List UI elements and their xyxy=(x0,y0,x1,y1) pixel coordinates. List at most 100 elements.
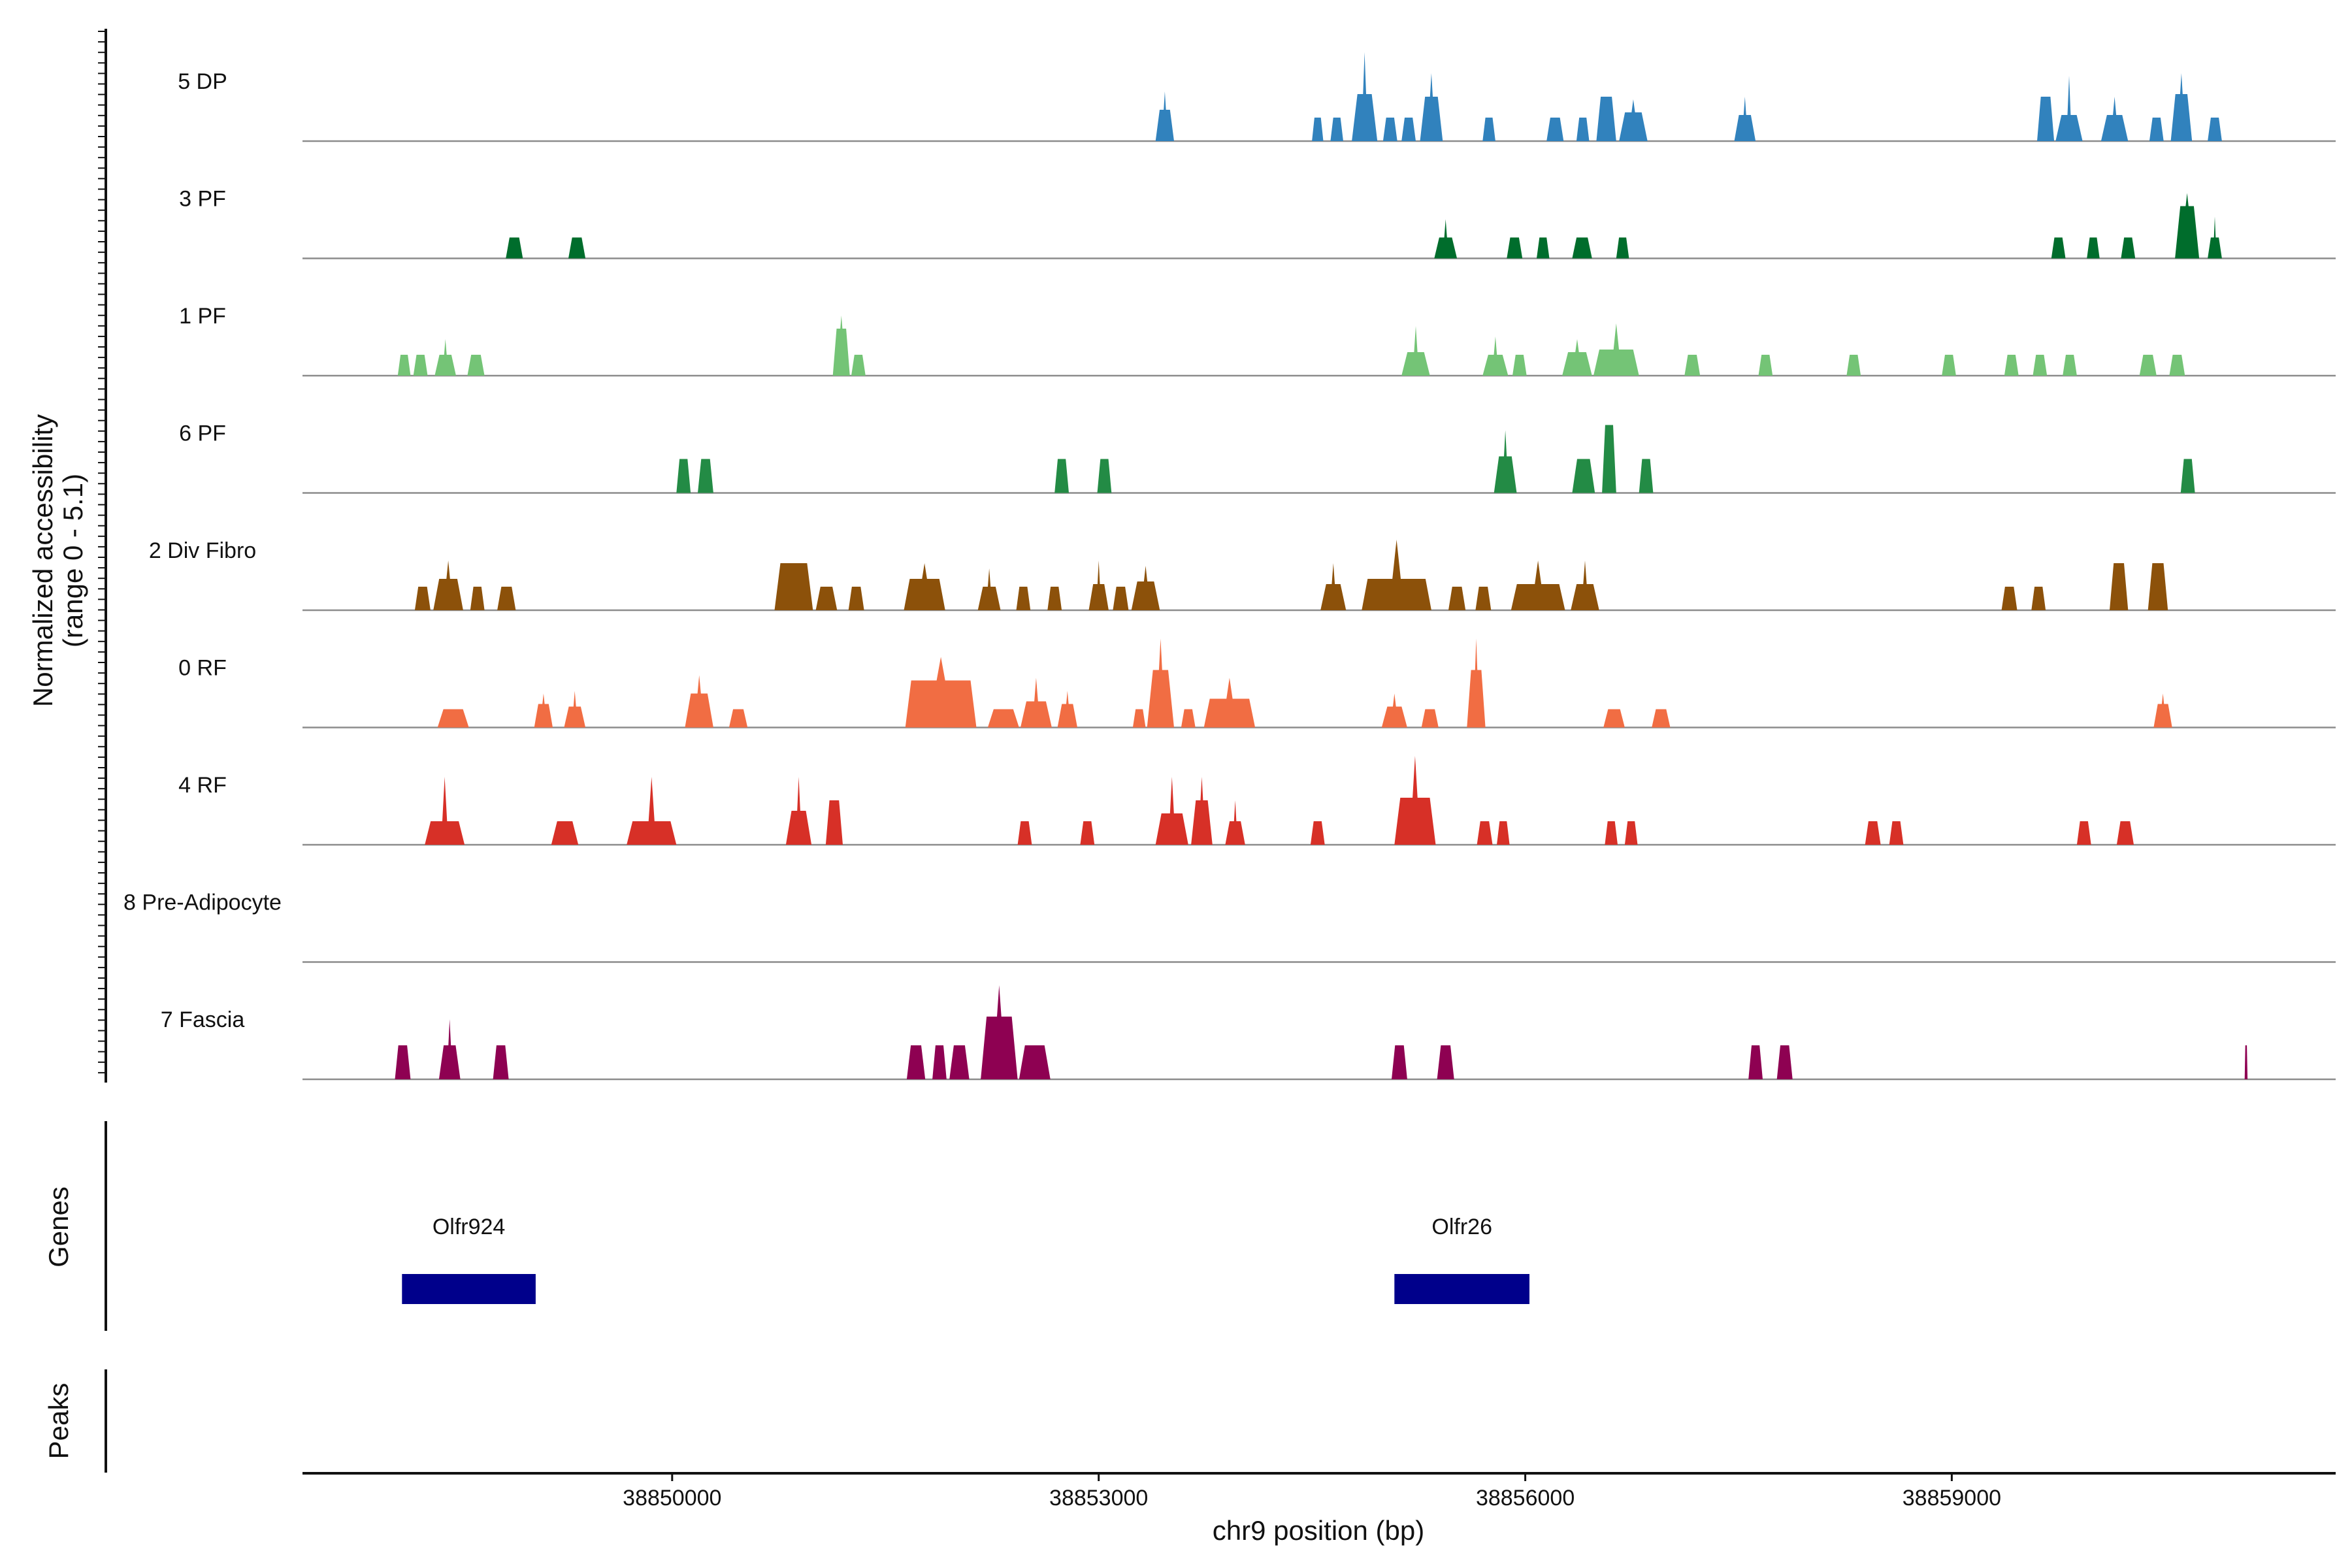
coverage-peak xyxy=(397,355,411,376)
coverage-peak xyxy=(1330,118,1343,141)
coverage-peak xyxy=(1572,459,1595,493)
gene-label: Olfr924 xyxy=(433,1215,506,1239)
track-1: 5 DP xyxy=(178,52,2336,142)
coverage-peak xyxy=(1147,638,1174,728)
coverage-peak xyxy=(2055,76,2083,141)
coverage-peak xyxy=(551,821,579,845)
coverage-peak xyxy=(1420,73,1443,141)
track-label: 6 PF xyxy=(179,421,226,446)
coverage-peak xyxy=(2180,459,2195,493)
coverage-peak xyxy=(774,563,813,610)
coverage-peak xyxy=(1310,821,1325,845)
track-label: 4 RF xyxy=(178,773,227,798)
coverage-peak xyxy=(1748,1045,1763,1079)
coverage-peak xyxy=(1776,1045,1793,1079)
coverage-peak xyxy=(2004,355,2019,376)
coverage-peak xyxy=(1497,821,1510,845)
gene-body xyxy=(402,1274,536,1304)
track-label: 7 Fascia xyxy=(161,1007,245,1032)
coverage-peak xyxy=(2037,97,2055,141)
coverage-peak xyxy=(2033,355,2048,376)
gene-label: Olfr26 xyxy=(1431,1215,1492,1239)
x-axis-tick-label: 38853000 xyxy=(1049,1486,1148,1511)
x-axis-tick-label: 38856000 xyxy=(1476,1486,1575,1511)
coverage-peak xyxy=(2063,355,2077,376)
coverage-peak xyxy=(1057,691,1077,728)
coverage-peak xyxy=(685,675,713,728)
coverage-peak xyxy=(1019,1045,1051,1079)
coverage-peak xyxy=(2087,237,2100,259)
coverage-peak xyxy=(2001,587,2017,610)
coverage-peak xyxy=(1571,561,1599,610)
coverage-peak xyxy=(904,563,945,610)
coverage-peak xyxy=(906,1045,926,1079)
coverage-peak xyxy=(1181,709,1196,728)
coverage-peak xyxy=(2175,193,2200,259)
coverage-peak xyxy=(1494,430,1517,493)
track-label: 3 PF xyxy=(179,187,226,212)
x-axis-tick-label: 38859000 xyxy=(1903,1486,2001,1511)
coverage-y-axis-ticks xyxy=(98,31,106,1073)
coverage-peak xyxy=(1482,336,1509,376)
coverage-peak xyxy=(2076,821,2091,845)
coverage-peak xyxy=(676,459,691,493)
coverage-peak xyxy=(1088,561,1109,610)
coverage-peak xyxy=(1512,355,1527,376)
coverage-peak xyxy=(1576,118,1590,141)
coverage-peak xyxy=(1684,355,1701,376)
peaks-panel-title: Peaks xyxy=(43,1383,74,1460)
coverage-peak xyxy=(2153,693,2172,728)
coverage-peak xyxy=(1312,118,1324,141)
coverage-peak xyxy=(1652,709,1671,728)
coverage-peak xyxy=(1362,540,1431,610)
coverage-tracks: 5 DP 3 PF 1 PF 6 PF 2 Div Fibro 0 RF 4 RF 8 Pre… xyxy=(123,52,2336,1081)
coverage-peak xyxy=(1047,587,1062,610)
track-7: 4 RF xyxy=(178,756,2336,846)
coverage-peak xyxy=(932,1045,947,1079)
coverage-peak xyxy=(395,1045,411,1079)
coverage-peak xyxy=(785,777,812,845)
coverage-peak xyxy=(1203,678,1256,728)
coverage-peak xyxy=(437,709,469,728)
coverage-peak xyxy=(413,355,428,376)
genes-panel: Olfr924 Olfr26 xyxy=(402,1215,1529,1304)
coverage-peak xyxy=(977,568,1001,610)
coverage-peak xyxy=(1605,821,1618,845)
coverage-peak xyxy=(1572,237,1592,259)
track-5: 2 Div Fibro xyxy=(149,538,2336,612)
track-3: 1 PF xyxy=(179,304,2336,377)
coverage-peak xyxy=(2051,237,2066,259)
coverage-peak xyxy=(1352,52,1378,141)
x-axis-ticks: 38850000 38853000 38856000 38859000 xyxy=(623,1473,2001,1511)
coverage-peak xyxy=(425,777,465,845)
coverage-peak xyxy=(568,237,586,259)
coverage-peak xyxy=(832,316,850,376)
y-axis-title: Normalized accessibility xyxy=(27,414,58,707)
coverage-peak xyxy=(1155,91,1174,141)
coverage-peak xyxy=(1846,355,1861,376)
coverage-peak xyxy=(1392,1045,1407,1079)
coverage-peak xyxy=(438,1019,461,1079)
coverage-peak xyxy=(414,587,431,610)
coverage-peak xyxy=(1131,566,1160,610)
coverage-peak xyxy=(1394,756,1436,845)
coverage-peak xyxy=(1437,1045,1454,1079)
coverage-peak xyxy=(627,777,677,845)
coverage-peak xyxy=(433,561,463,610)
coverage-peak xyxy=(1616,237,1629,259)
coverage-peak xyxy=(1097,459,1112,493)
y-axis-range-label: (range 0 - 5.1) xyxy=(57,474,88,647)
coverage-peak xyxy=(1017,821,1032,845)
coverage-peak xyxy=(2208,216,2222,259)
track-label: 1 PF xyxy=(179,304,226,329)
genes-panel-title: Genes xyxy=(43,1186,74,1267)
coverage-peak xyxy=(2149,118,2164,141)
coverage-peak xyxy=(2121,237,2136,259)
coverage-peak xyxy=(467,355,485,376)
x-axis-tick-label: 38850000 xyxy=(623,1486,721,1511)
coverage-peak xyxy=(1734,97,1756,141)
coverage-peak xyxy=(1434,219,1458,259)
coverage-peak xyxy=(1507,237,1523,259)
coverage-peak xyxy=(1054,459,1069,493)
